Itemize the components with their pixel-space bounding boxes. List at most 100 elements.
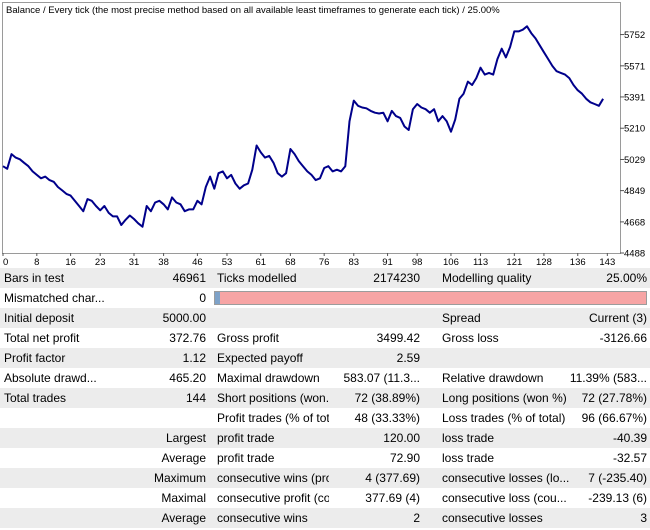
report-value: 2: [413, 511, 420, 525]
report-row: Profit trades (% of tot... 48 (33.33%) Los…: [0, 408, 650, 428]
y-tick-label: 5029: [624, 155, 645, 166]
report-row: Total net profit 372.76 Gross profit 3499.4…: [0, 328, 650, 348]
report-value: 3: [640, 511, 647, 525]
report-label: profit trade: [217, 451, 275, 465]
report-value: 7 (-235.40): [588, 471, 647, 485]
report-label: [4, 508, 106, 528]
x-tick-label: 113: [473, 257, 488, 268]
report-value: 1.12: [182, 351, 206, 365]
x-tick-label: 83: [348, 257, 359, 268]
report-label: Initial deposit: [4, 311, 75, 325]
report-label: Spread: [442, 311, 481, 325]
report-value: [329, 308, 420, 328]
report-value: 2.59: [396, 351, 420, 365]
report-row: Absolute drawd... 465.20 Maximal drawdown 5…: [0, 368, 650, 388]
x-tick-label: 76: [319, 257, 330, 268]
report-value: -3126.66: [599, 331, 647, 345]
report-value: 3499.42: [376, 331, 420, 345]
report-value: 48 (33.33%): [354, 411, 420, 425]
report-label: consecutive profit (co...: [217, 491, 329, 505]
report-value: Maximal: [161, 491, 206, 505]
x-tick-label: 38: [158, 257, 169, 268]
report-label: Bars in test: [4, 271, 65, 285]
report-label: Gross loss: [442, 331, 499, 345]
report-label: [4, 488, 106, 508]
x-tick-label: 91: [382, 257, 393, 268]
report-label: profit trade: [217, 431, 275, 445]
report-label: consecutive wins: [217, 511, 308, 525]
report-label: [4, 428, 106, 448]
x-tick-label: 23: [95, 257, 106, 268]
report-value: 5000.00: [162, 311, 206, 325]
report-value: 72 (27.78%): [581, 391, 647, 405]
report-row: Maximum consecutive wins (pro... 4 (377.69…: [0, 468, 650, 488]
report-value: -239.13 (6): [588, 491, 647, 505]
report-value: 377.69 (4): [365, 491, 420, 505]
report-label: consecutive wins (pro...: [217, 471, 329, 485]
report-label: Relative drawdown: [442, 371, 544, 385]
report-value: 46961: [172, 271, 206, 285]
chart-caption: Balance / Every tick (the most precise m…: [6, 5, 500, 16]
report-label: Profit factor: [4, 351, 66, 365]
report-row: Average consecutive wins 2 consecutive loss…: [0, 508, 650, 528]
report-value: 72 (38.89%): [354, 391, 420, 405]
report-value: Current (3): [588, 311, 647, 325]
report-value: 72.90: [389, 451, 420, 465]
report-row: Maximal consecutive profit (co... 377.69 (…: [0, 488, 650, 508]
x-tick-label: 121: [506, 257, 522, 268]
report-label: consecutive loss (cou...: [442, 491, 567, 505]
y-tick-label: 5571: [624, 61, 645, 72]
x-tick-label: 143: [599, 257, 615, 268]
x-tick-label: 31: [129, 257, 140, 268]
x-tick-label: 128: [536, 257, 552, 268]
report-value: 465.20: [169, 371, 206, 385]
report-value: 0: [199, 291, 206, 305]
report-label: [4, 468, 106, 488]
report-value: [106, 408, 206, 428]
report-value: 11.39% (583...: [569, 371, 647, 385]
report-label: Expected payoff: [217, 351, 303, 365]
report-label: Modelling quality: [442, 271, 532, 285]
x-tick-label: 68: [285, 257, 296, 268]
x-tick-label: 98: [412, 257, 423, 268]
balance-line: [2, 25, 604, 228]
report-row: Profit factor 1.12 Expected payoff 2.59: [0, 348, 650, 368]
y-tick-label: 5752: [624, 30, 645, 41]
report-label: loss trade: [442, 451, 495, 465]
report-value: -40.39: [612, 431, 647, 445]
report-value: Average: [161, 511, 206, 525]
report-value: Average: [161, 451, 206, 465]
report-row: Average profit trade 72.90 loss trade -32.57: [0, 448, 650, 468]
x-tick-label: 61: [255, 257, 266, 268]
x-tick-label: 46: [192, 257, 203, 268]
report-value: 96 (66.67%): [581, 411, 647, 425]
report-label: Total net profit: [4, 331, 80, 345]
report-label: consecutive losses: [442, 511, 543, 525]
report-label: Long positions (won %): [442, 391, 567, 405]
report-label: consecutive losses (lo...: [442, 471, 570, 485]
report-value: Maximum: [153, 471, 206, 485]
report-value: 583.07 (11.3...: [343, 371, 421, 385]
report-value: 144: [185, 391, 206, 405]
report-label: [217, 308, 329, 328]
balance-chart: Balance / Every tick (the most precise m…: [2, 2, 646, 268]
report-label: Short positions (won...: [217, 391, 329, 405]
chart-frame: [2, 2, 621, 254]
report-label: Total trades: [4, 391, 67, 405]
report-label: Absolute drawd...: [4, 371, 97, 385]
x-tick-label: 136: [570, 257, 586, 268]
modelling-errors-bar-lead: [215, 292, 220, 304]
report-label: Ticks modelled: [217, 271, 297, 285]
report-value: 120.00: [383, 431, 420, 445]
report-label: loss trade: [442, 431, 495, 445]
report-label: Mismatched char...: [4, 291, 105, 305]
y-tick-label: 4488: [624, 249, 645, 260]
x-tick-label: 53: [222, 257, 233, 268]
report-label: Profit trades (% of tot...: [217, 411, 329, 425]
report-label: [4, 448, 106, 468]
x-tick-label: 8: [34, 257, 39, 268]
report-value: 2174230: [373, 271, 420, 285]
report-row: Mismatched char... 0: [0, 288, 650, 308]
modelling-errors-bar: [214, 291, 647, 305]
x-tick-label: 106: [443, 257, 459, 268]
